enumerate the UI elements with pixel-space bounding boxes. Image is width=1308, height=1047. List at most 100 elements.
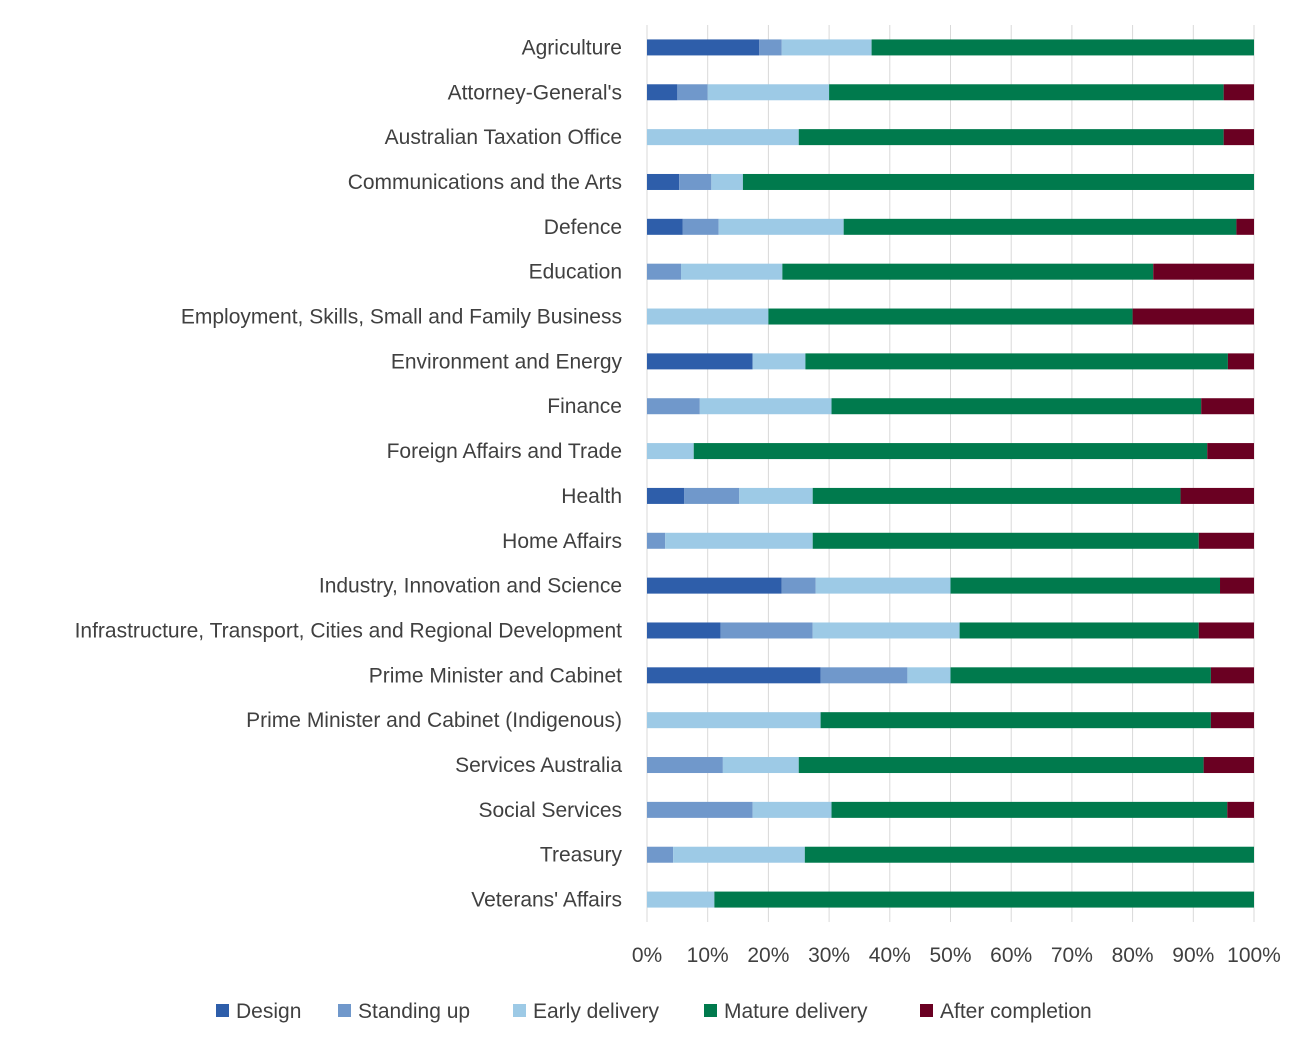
category-label: Employment, Skills, Small and Family Bus…: [181, 306, 622, 329]
bar-segment: [1203, 757, 1254, 774]
bar-segment: [714, 891, 1254, 908]
bar-segment: [798, 757, 1204, 774]
bar-segment: [647, 487, 685, 504]
bar-segment: [1220, 577, 1254, 594]
bar-segment: [1153, 263, 1254, 280]
bar-segment: [1210, 667, 1254, 684]
bar-segment: [1180, 487, 1254, 504]
bar-segment: [1223, 84, 1254, 101]
bar-segment: [647, 39, 760, 56]
x-tick-label: 0%: [632, 944, 662, 967]
category-label: Prime Minister and Cabinet (Indigenous): [246, 709, 622, 732]
bar-segment: [647, 667, 821, 684]
bar-segment: [768, 308, 1133, 325]
bar-segment: [647, 712, 821, 729]
category-label: Environment and Energy: [391, 350, 623, 373]
bar-segment: [1236, 218, 1254, 235]
bar-segment: [815, 577, 951, 594]
legend-label: After completion: [940, 1000, 1092, 1023]
bar-segment: [759, 39, 782, 56]
bar-segment: [742, 173, 1254, 190]
bar-segment: [1198, 532, 1254, 549]
bar-segment: [647, 308, 769, 325]
category-label: Agriculture: [522, 36, 622, 59]
category-label: Services Australia: [455, 754, 622, 777]
bar-segment: [677, 84, 708, 101]
x-tick-label: 60%: [990, 944, 1032, 967]
category-label: Infrastructure, Transport, Cities and Re…: [75, 619, 623, 642]
x-tick-label: 90%: [1172, 944, 1214, 967]
bar-segment: [1201, 398, 1254, 415]
bar-segment: [1132, 308, 1254, 325]
category-label: Australian Taxation Office: [385, 126, 622, 149]
category-label: Foreign Affairs and Trade: [387, 440, 622, 463]
bar-segment: [798, 129, 1224, 146]
category-labels: Agriculture Attorney-General's Australian …: [75, 36, 623, 911]
bar-segment: [812, 487, 1181, 504]
bar-segment: [707, 84, 830, 101]
bar-segment: [805, 353, 1228, 370]
bar-segment: [647, 173, 680, 190]
bar-segment: [950, 577, 1221, 594]
legend-label: Early delivery: [533, 1000, 660, 1023]
bar-segment: [647, 622, 721, 639]
bar-segment: [647, 84, 678, 101]
legend-swatch: [513, 1004, 526, 1017]
bar-segment: [812, 622, 960, 639]
bar-segment: [1227, 801, 1254, 818]
legend-swatch: [920, 1004, 933, 1017]
bar-segment: [781, 39, 872, 56]
bar-segment: [1210, 712, 1254, 729]
bar-segment: [693, 443, 1208, 460]
category-label: Finance: [547, 395, 622, 418]
x-tick-label: 10%: [687, 944, 729, 967]
bar-segment: [782, 263, 1154, 280]
bar-segment: [812, 532, 1199, 549]
bar-segment: [831, 801, 1228, 818]
legend-label: Standing up: [358, 1000, 470, 1023]
bar-segment: [699, 398, 832, 415]
bar-segment: [781, 577, 816, 594]
bar-segment: [647, 577, 782, 594]
x-tick-label: 30%: [808, 944, 850, 967]
x-tick-label: 80%: [1112, 944, 1154, 967]
x-tick-label: 20%: [747, 944, 789, 967]
legend: Design Standing up Early delivery Mature de…: [216, 1000, 1092, 1023]
category-label: Industry, Innovation and Science: [319, 575, 622, 598]
bar-segment: [673, 846, 805, 863]
bar-segment: [647, 218, 683, 235]
legend-label: Design: [236, 1000, 301, 1023]
legend-label: Mature delivery: [724, 1000, 868, 1023]
bar-segment: [804, 846, 1254, 863]
bar-segment: [720, 622, 813, 639]
bar-segment: [820, 667, 908, 684]
bar-segment: [843, 218, 1237, 235]
bar-segment: [722, 757, 799, 774]
bar-segment: [665, 532, 813, 549]
bar-segment: [647, 532, 666, 549]
legend-swatch: [704, 1004, 717, 1017]
bar-segment: [647, 891, 715, 908]
bar-segment: [679, 173, 712, 190]
category-label: Defence: [544, 216, 622, 239]
category-label: Social Services: [478, 799, 622, 822]
bar-segment: [647, 263, 681, 280]
category-label: Treasury: [540, 844, 623, 867]
category-label: Attorney-General's: [448, 81, 622, 104]
category-label: Veterans' Affairs: [471, 889, 622, 912]
bar-segment: [684, 487, 740, 504]
bar-segment: [752, 801, 832, 818]
bar-segment: [1198, 622, 1254, 639]
bar-series: [647, 39, 1254, 908]
category-label: Communications and the Arts: [348, 171, 622, 194]
bar-segment: [647, 129, 799, 146]
x-axis-ticks: 0% 10% 20% 30% 40% 50% 60% 70% 80% 90% 100%: [632, 944, 1281, 967]
bar-segment: [831, 398, 1202, 415]
bar-segment: [711, 173, 743, 190]
bar-segment: [950, 667, 1211, 684]
bar-segment: [647, 757, 723, 774]
category-label: Home Affairs: [502, 530, 622, 553]
bar-segment: [647, 801, 753, 818]
x-tick-label: 70%: [1051, 944, 1093, 967]
